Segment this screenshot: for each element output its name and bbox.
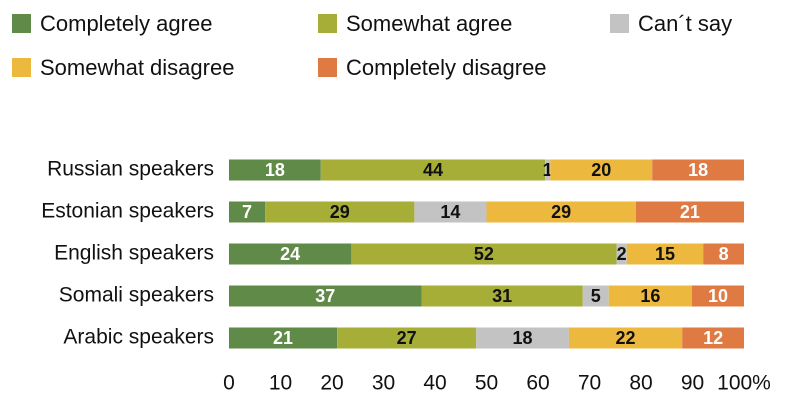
legend-label-somewhat-disagree: Somewhat disagree <box>40 55 234 80</box>
data-label-russian-speakers-somewhat-disagree: 20 <box>591 160 611 180</box>
data-label-english-speakers-completely-disagree: 8 <box>719 244 729 264</box>
legend-item-somewhat-agree: Somewhat agree <box>318 11 512 36</box>
x-axis: 0 10 20 30 40 50 60 70 80 90 100% <box>223 372 771 394</box>
category-labels: Russian speakers Estonian speakers English… <box>41 158 214 349</box>
x-tick-label-100: 100% <box>717 372 771 394</box>
x-tick-label-40: 40 <box>423 372 446 394</box>
legend-item-somewhat-disagree: Somewhat disagree <box>12 55 234 80</box>
bar-segment-estonian-speakers-somewhat-agree <box>265 201 415 223</box>
data-label-arabic-speakers-somewhat-agree: 27 <box>397 328 417 348</box>
bar-segment-english-speakers-somewhat-disagree <box>626 243 704 265</box>
data-label-arabic-speakers-somewhat-disagree: 22 <box>616 328 636 348</box>
x-tick-label-90: 90 <box>681 372 704 394</box>
data-label-estonian-speakers-somewhat-disagree: 29 <box>551 202 571 222</box>
bar-segment-russian-speakers-completely-agree <box>229 159 321 181</box>
data-label-russian-speakers-completely-agree: 18 <box>265 160 285 180</box>
data-label-somali-speakers-can-t-say: 5 <box>591 286 601 306</box>
data-label-english-speakers-completely-agree: 24 <box>280 244 300 264</box>
data-label-estonian-speakers-completely-disagree: 21 <box>680 202 700 222</box>
x-tick-label-20: 20 <box>320 372 343 394</box>
legend-swatch-somewhat-agree <box>318 14 337 33</box>
bar-segment-somali-speakers-can-t-say <box>582 285 609 307</box>
legend-label-completely-agree: Completely agree <box>40 11 212 36</box>
category-label-russian-speakers: Russian speakers <box>47 158 214 181</box>
data-label-estonian-speakers-completely-agree: 7 <box>242 202 252 222</box>
bar-segment-estonian-speakers-completely-disagree <box>635 201 744 223</box>
bar-segment-estonian-speakers-somewhat-disagree <box>486 201 636 223</box>
bar-segment-english-speakers-can-t-say <box>616 243 627 265</box>
bar-row-estonian-speakers: 7 29 14 29 21 <box>229 201 744 223</box>
legend-item-completely-agree: Completely agree <box>12 11 212 36</box>
legend-item-completely-disagree: Completely disagree <box>318 55 547 80</box>
x-tick-label-0: 0 <box>223 372 235 394</box>
bar-segment-arabic-speakers-completely-agree <box>229 327 338 349</box>
bar-segment-english-speakers-somewhat-agree <box>351 243 617 265</box>
bar-row-arabic-speakers: 21 27 18 22 12 <box>229 327 744 349</box>
data-label-russian-speakers-completely-disagree: 18 <box>688 160 708 180</box>
bar-row-somali-speakers: 37 31 5 16 10 <box>229 285 744 307</box>
data-label-somali-speakers-completely-disagree: 10 <box>708 286 728 306</box>
bar-row-english-speakers: 24 52 2 15 8 <box>229 243 744 265</box>
data-label-arabic-speakers-can-t-say: 18 <box>513 328 533 348</box>
bar-segment-arabic-speakers-completely-disagree <box>682 327 744 349</box>
data-label-estonian-speakers-somewhat-agree: 29 <box>330 202 350 222</box>
bar-segment-arabic-speakers-can-t-say <box>476 327 569 349</box>
legend-swatch-completely-disagree <box>318 58 337 77</box>
category-label-estonian-speakers: Estonian speakers <box>41 200 214 223</box>
data-label-estonian-speakers-can-t-say: 14 <box>440 202 460 222</box>
x-tick-label-30: 30 <box>372 372 395 394</box>
bar-segment-somali-speakers-completely-agree <box>229 285 422 307</box>
data-label-somali-speakers-completely-agree: 37 <box>315 286 335 306</box>
category-label-somali-speakers: Somali speakers <box>59 284 214 307</box>
category-label-arabic-speakers: Arabic speakers <box>63 326 214 349</box>
bar-row-russian-speakers: 18 44 1 20 18 <box>229 159 744 181</box>
legend-swatch-somewhat-disagree <box>12 58 31 77</box>
bar-segment-russian-speakers-somewhat-agree <box>320 159 546 181</box>
data-label-russian-speakers-can-t-say: 1 <box>543 160 553 180</box>
legend-swatch-completely-agree <box>12 14 31 33</box>
legend-swatch-can-t-say <box>610 14 629 33</box>
bar-segment-somali-speakers-somewhat-disagree <box>608 285 692 307</box>
bars: 18 44 1 20 18 7 29 14 29 21 24 52 2 15 8 37 31 5 16 10 21 27 1… <box>229 159 744 349</box>
bar-segment-estonian-speakers-can-t-say <box>414 201 487 223</box>
bar-segment-russian-speakers-somewhat-disagree <box>550 159 653 181</box>
x-tick-label-10: 10 <box>269 372 292 394</box>
bar-segment-english-speakers-completely-disagree <box>703 243 744 265</box>
legend-label-completely-disagree: Completely disagree <box>346 55 547 80</box>
bar-segment-somali-speakers-somewhat-agree <box>421 285 583 307</box>
legend-label-can-t-say: Can´t say <box>638 11 732 36</box>
bar-segment-somali-speakers-completely-disagree <box>691 285 744 307</box>
data-label-russian-speakers-somewhat-agree: 44 <box>423 160 443 180</box>
bar-segment-russian-speakers-can-t-say <box>545 159 551 181</box>
legend-label-somewhat-agree: Somewhat agree <box>346 11 512 36</box>
bar-segment-arabic-speakers-somewhat-disagree <box>568 327 683 349</box>
data-label-arabic-speakers-completely-agree: 21 <box>273 328 293 348</box>
data-label-somali-speakers-somewhat-disagree: 16 <box>640 286 660 306</box>
data-label-english-speakers-somewhat-disagree: 15 <box>655 244 675 264</box>
data-label-english-speakers-somewhat-agree: 52 <box>474 244 494 264</box>
x-tick-label-50: 50 <box>475 372 498 394</box>
x-tick-label-60: 60 <box>526 372 549 394</box>
bar-segment-english-speakers-completely-agree <box>229 243 352 265</box>
legend-item-can-t-say: Can´t say <box>610 11 732 36</box>
legend: Completely agree Somewhat agree Can´t say S… <box>12 11 732 80</box>
bar-segment-estonian-speakers-completely-agree <box>229 201 266 223</box>
x-tick-label-80: 80 <box>629 372 652 394</box>
x-tick-label-70: 70 <box>578 372 601 394</box>
bar-segment-arabic-speakers-somewhat-agree <box>337 327 477 349</box>
bar-segment-russian-speakers-completely-disagree <box>652 159 744 181</box>
data-label-english-speakers-can-t-say: 2 <box>617 244 627 264</box>
data-label-arabic-speakers-completely-disagree: 12 <box>703 328 723 348</box>
category-label-english-speakers: English speakers <box>54 242 214 265</box>
data-label-somali-speakers-somewhat-agree: 31 <box>492 286 512 306</box>
